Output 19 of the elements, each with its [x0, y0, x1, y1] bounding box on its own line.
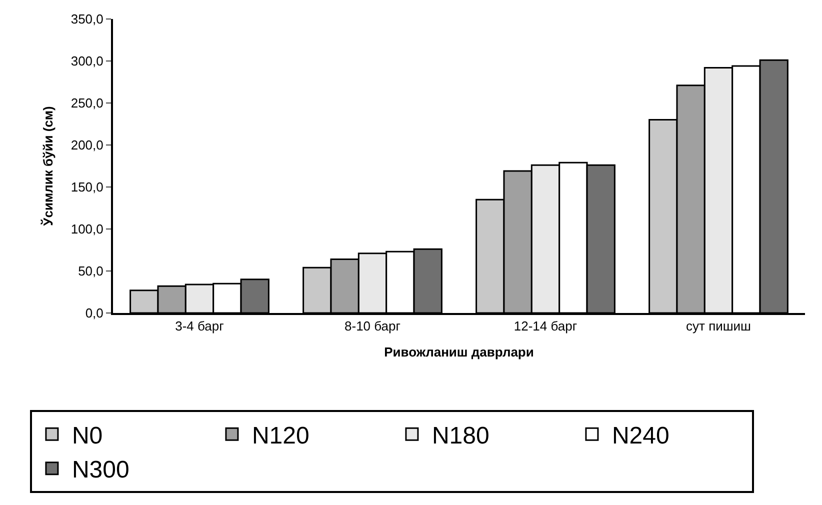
x-axis-title: Ривожланиш даврлари: [384, 344, 534, 360]
y-tick-label: 200,0: [70, 138, 104, 153]
legend-label: N0: [72, 422, 103, 450]
y-axis-title: Ўсимлик бўйи (см): [40, 106, 56, 227]
legend-label: N300: [72, 456, 130, 484]
y-tick-label: 350,0: [70, 12, 104, 27]
y-tick-label: 0,0: [85, 306, 104, 321]
y-tick-label: 50,0: [78, 264, 104, 279]
x-tick-label: 3-4 барг: [175, 318, 224, 334]
y-tick-label: 100,0: [70, 222, 104, 237]
y-tick-label: 300,0: [70, 54, 104, 69]
legend-label: N240: [612, 422, 670, 450]
x-tick-label: сут пишиш: [686, 318, 751, 334]
legend-label: N120: [252, 422, 310, 450]
y-tick-label: 250,0: [70, 96, 104, 111]
y-tick-label: 150,0: [70, 180, 104, 195]
x-tick-label: 8-10 барг: [344, 318, 401, 334]
x-tick-label: 12-14 барг: [514, 318, 578, 334]
legend-label: N180: [432, 422, 490, 450]
